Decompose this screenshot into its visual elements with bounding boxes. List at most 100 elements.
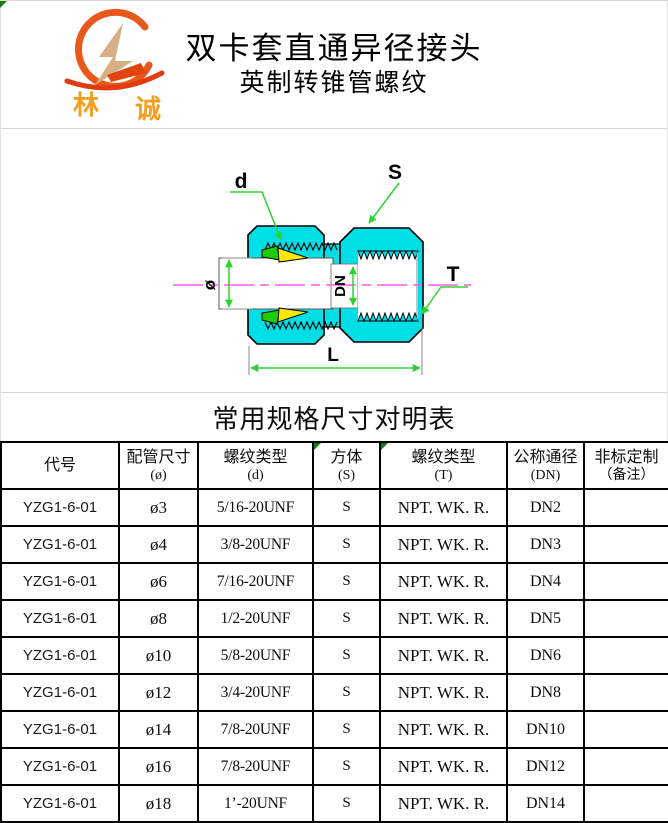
cell-custom-note [583, 636, 668, 675]
table-row: YZG1-6-01 ø14 7/8-20UNF S NPT. WK. R. DN10 [0, 710, 668, 749]
cell-thread-d: 3/4-20UNF [197, 673, 314, 712]
cell-pipe-size: ø18 [118, 784, 199, 823]
cell-custom-note [583, 673, 668, 712]
cell-dn: DN12 [506, 747, 585, 786]
cell-pipe-size: ø16 [118, 747, 199, 786]
page-subtitle: 英制转锥管螺纹 [239, 69, 429, 97]
cell-thread-d: 1/2-20UNF [197, 599, 314, 638]
col-header-label: 螺纹类型 [223, 448, 288, 466]
length-label: L [327, 345, 339, 366]
table-row: YZG1-6-01 ø12 3/4-20UNF S NPT. WK. R. DN8 [0, 673, 668, 712]
cell-dn: DN5 [506, 599, 585, 638]
spec-table-section: 代号 配管尺寸 (ø) 螺纹类型 (d) 方体 (S) [0, 441, 668, 823]
female-cavity [358, 251, 418, 321]
cell-hex-s: S [312, 673, 381, 712]
col-header-label: 非标定制 [594, 448, 659, 466]
header-titles: 双卡套直通异径接头 英制转锥管螺纹 [1, 1, 667, 128]
spec-table: 代号 配管尺寸 (ø) 螺纹类型 (d) 方体 (S) [0, 441, 668, 823]
cell-thread-d: 7/16-20UNF [197, 562, 314, 601]
comment-corner-mark [382, 444, 388, 450]
col-header-sub: (T) [434, 467, 453, 483]
cell-dn: DN6 [506, 636, 585, 675]
female-thread-bottom [357, 311, 419, 323]
fitting-diagram: ø DN L d S T [173, 161, 471, 375]
cell-thread-d: 5/8-20UNF [197, 636, 314, 675]
cell-hex-s: S [312, 562, 381, 601]
cell-pipe-size: ø10 [118, 636, 199, 675]
back-ferrule-bottom [277, 307, 309, 323]
table-row: YZG1-6-01 ø6 7/16-20UNF S NPT. WK. R. DN4 [0, 562, 668, 601]
col-header-dn: 公称通径 (DN) [506, 441, 585, 490]
logo-icon: 林 诚 [64, 8, 165, 124]
col-header-custom: 非标定制 （备注） [583, 441, 668, 490]
cell-custom-note [583, 562, 668, 601]
cell-hex-s: S [312, 525, 381, 564]
col-header-sub: (DN) [530, 467, 561, 483]
header-section: 林 诚 双卡套直通异径接头 英制转锥管螺纹 [0, 1, 668, 129]
cell-dn: DN14 [506, 784, 585, 823]
cell-code: YZG1-6-01 [0, 562, 120, 601]
cell-code: YZG1-6-01 [0, 525, 120, 564]
col-header-hex-s: 方体 (S) [312, 441, 381, 490]
cell-thread-d: 7/8-20UNF [197, 747, 314, 786]
col-header-thread-t: 螺纹类型 (T) [379, 441, 508, 490]
cell-code: YZG1-6-01 [0, 710, 120, 749]
cell-pipe-size: ø6 [118, 562, 199, 601]
cell-thread-t: NPT. WK. R. [379, 599, 508, 638]
cell-code: YZG1-6-01 [0, 636, 120, 675]
cell-thread-t: NPT. WK. R. [379, 525, 508, 564]
col-header-label: 螺纹类型 [411, 448, 476, 466]
logo-bolt-shape [95, 23, 133, 85]
cell-thread-t: NPT. WK. R. [379, 673, 508, 712]
cell-code: YZG1-6-01 [0, 784, 120, 823]
back-ferrule-top [277, 247, 309, 263]
page-corner-mark [0, 1, 7, 8]
cell-thread-t: NPT. WK. R. [379, 784, 508, 823]
cell-pipe-size: ø8 [118, 599, 199, 638]
logo-char-right: 诚 [135, 95, 161, 124]
table-row: YZG1-6-01 ø16 7/8-20UNF S NPT. WK. R. DN12 [0, 747, 668, 786]
hex-s-leader [368, 182, 400, 224]
table-row: YZG1-6-01 ø8 1/2-20UNF S NPT. WK. R. DN5 [0, 599, 668, 638]
cell-hex-s: S [312, 636, 381, 675]
cell-code: YZG1-6-01 [0, 599, 120, 638]
cell-custom-note [583, 710, 668, 749]
cell-code: YZG1-6-01 [0, 488, 120, 527]
cell-dn: DN2 [506, 488, 585, 527]
cell-thread-t: NPT. WK. R. [379, 562, 508, 601]
cell-pipe-size: ø4 [118, 525, 199, 564]
col-header-thread-d: 螺纹类型 (d) [197, 441, 314, 490]
table-row: YZG1-6-01 ø3 5/16-20UNF S NPT. WK. R. DN2 [0, 488, 668, 527]
cell-custom-note [583, 747, 668, 786]
cell-thread-d: 5/16-20UNF [197, 488, 314, 527]
col-header-label: 方体 [330, 448, 363, 466]
cell-dn: DN3 [506, 525, 585, 564]
cell-pipe-size: ø14 [118, 710, 199, 749]
cell-hex-s: S [312, 710, 381, 749]
cell-custom-note [583, 525, 668, 564]
col-header-label: 公称通径 [513, 448, 578, 466]
cell-thread-t: NPT. WK. R. [379, 636, 508, 675]
col-header-sub: (d) [247, 467, 264, 483]
logo-wedge-shape [107, 63, 146, 82]
cell-thread-d: 7/8-20UNF [197, 710, 314, 749]
cell-thread-d: 3/8-20UNF [197, 525, 314, 564]
cell-hex-s: S [312, 747, 381, 786]
thread-t-label: T [447, 263, 460, 286]
cell-dn: DN10 [506, 710, 585, 749]
table-title-section: 常用规格尺寸对明表 [0, 393, 668, 441]
cell-pipe-size: ø12 [118, 673, 199, 712]
comment-corner-mark [315, 444, 321, 450]
company-logo: 林 诚 [49, 5, 183, 130]
cell-thread-t: NPT. WK. R. [379, 710, 508, 749]
table-row: YZG1-6-01 ø18 1’-20UNF S NPT. WK. R. DN14 [0, 784, 668, 823]
cell-dn: DN8 [506, 673, 585, 712]
cell-custom-note [583, 784, 668, 823]
female-thread-top [357, 249, 419, 261]
cell-hex-s: S [312, 599, 381, 638]
page-title: 双卡套直通异径接头 [185, 30, 483, 66]
col-header-label: 代号 [43, 456, 76, 474]
col-header-label: 配管尺寸 [126, 448, 191, 466]
thread-d-label: d [235, 170, 248, 193]
